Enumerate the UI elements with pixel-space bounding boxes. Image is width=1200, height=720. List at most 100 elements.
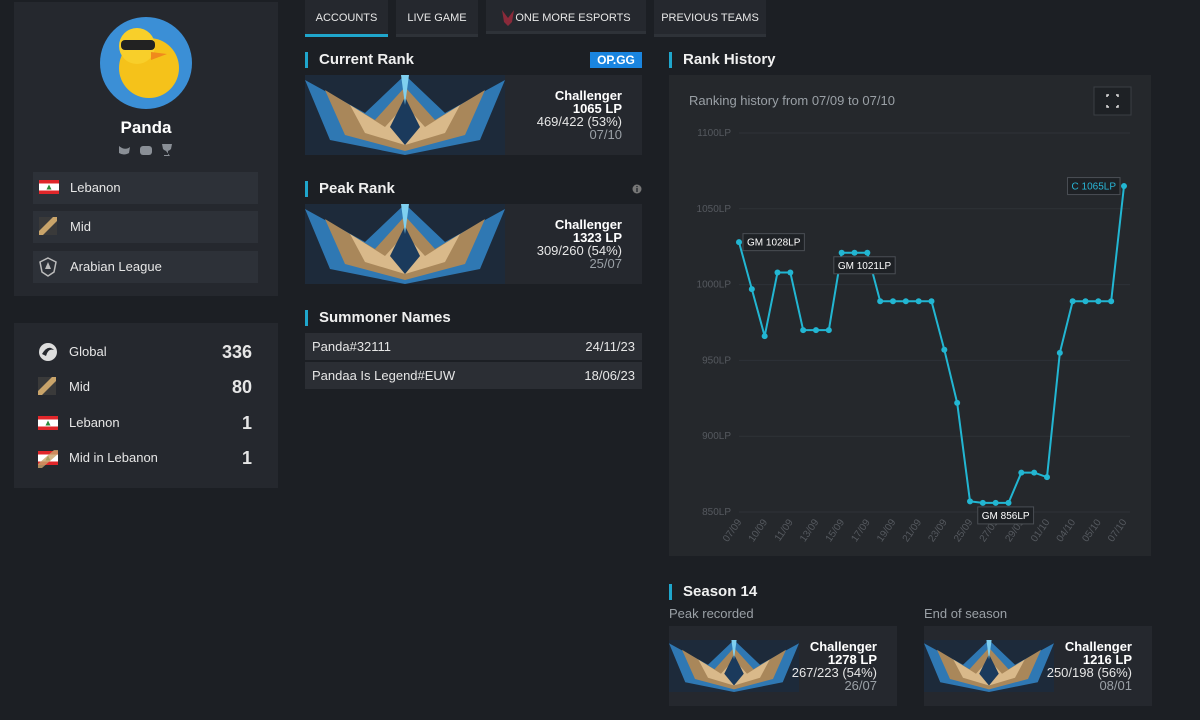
data-point (902, 298, 909, 305)
flag-icon (38, 450, 58, 468)
info-text: Lebanon (70, 180, 121, 195)
date: 08/01 (1099, 678, 1132, 693)
ranking-label: Mid in Lebanon (69, 450, 158, 465)
x-tick-label: 15/09 (824, 517, 848, 544)
player-name: Panda (120, 118, 172, 137)
date: 07/10 (589, 127, 622, 142)
tier: Challenger (554, 88, 622, 103)
ranking-label: Mid (69, 379, 90, 394)
data-point (761, 333, 768, 340)
x-tick-label: 25/09 (952, 517, 976, 544)
social-icons[interactable] (118, 143, 176, 157)
y-tick-label: 1100LP (697, 128, 731, 139)
name-date: 18/06/23 (584, 368, 635, 383)
data-point (1108, 298, 1115, 305)
data-point (813, 327, 819, 334)
ranking-value: 80 (231, 377, 252, 397)
date: 25/07 (589, 256, 622, 271)
y-tick-label: 1000LP (697, 280, 732, 291)
info-text: Arabian League (70, 259, 162, 274)
annotation-label: GM 1021LP (838, 261, 892, 272)
data-point (748, 286, 755, 293)
ranking-value: 1 (241, 448, 252, 468)
fullscreen-icon (1106, 94, 1119, 108)
x-tick-label: 11/09 (773, 517, 796, 544)
flag-icon (39, 180, 59, 194)
data-point (915, 298, 922, 305)
league-icon (39, 257, 57, 277)
rank-emblem (924, 640, 1054, 692)
chart: Ranking history from 07/09 to 07/10 850L… (669, 75, 1151, 556)
season-card: Challenger 1278 LP 267/223 (54%) 26/07 (669, 626, 897, 706)
date: 26/07 (844, 678, 877, 693)
fullscreen-button[interactable] (1093, 86, 1132, 116)
opgg-badge[interactable]: OP.GG (590, 52, 642, 68)
data-point (787, 269, 794, 276)
data-point (800, 327, 807, 334)
x-tick-label: 19/09 (875, 517, 899, 544)
lp: 1278 LP (827, 652, 877, 667)
rank-text: Challenger 1323 LP 309/260 (54%) 25/07 (537, 218, 622, 270)
data-point (1082, 298, 1089, 305)
info-row: Mid (33, 211, 258, 243)
data-point (1018, 469, 1025, 476)
team-logo (502, 10, 514, 26)
y-tick-label: 1050LP (697, 204, 732, 215)
ranking-label: Global (69, 344, 107, 359)
ranking-row: Lebanon 1 (38, 411, 252, 435)
record: 267/223 (54%) (791, 665, 877, 680)
tier: Challenger (554, 217, 622, 232)
y-tick-label: 950LP (702, 355, 731, 366)
role-icon (39, 217, 57, 235)
summoner-name: Panda#32111 (312, 339, 392, 354)
record: 250/198 (56%) (1046, 665, 1132, 680)
data-point (1069, 298, 1076, 305)
annotation-label: GM 1028LP (747, 238, 801, 249)
tab[interactable]: ONE MORE ESPORTS (486, 0, 646, 34)
x-tick-label: 13/09 (798, 517, 822, 544)
annotation-box (833, 256, 896, 275)
tier: Challenger (1064, 639, 1132, 654)
ranking-value: 1 (241, 413, 252, 433)
flag-icon (38, 416, 58, 430)
rank-emblem (669, 640, 799, 692)
rank-card: Challenger 1065 LP 469/422 (53%) 07/10 (305, 75, 642, 155)
name-row: Pandaa Is Legend#EUW 18/06/23 (305, 362, 642, 389)
tab[interactable]: LIVE GAME (396, 0, 478, 37)
annotation-label: GM 856LP (982, 511, 1030, 522)
data-point (825, 327, 832, 334)
data-point (1056, 349, 1063, 356)
rank-card: Challenger 1323 LP 309/260 (54%) 25/07 (305, 204, 642, 284)
data-point (877, 298, 884, 305)
x-tick-label: 07/09 (721, 517, 745, 544)
data-point (1005, 499, 1012, 506)
tab[interactable]: PREVIOUS TEAMS (654, 0, 766, 37)
rank-emblem (305, 75, 505, 155)
rank-text: Challenger 1278 LP 267/223 (54%) 26/07 (792, 640, 877, 692)
ranking-row: Global 336 (38, 340, 252, 364)
info-text: Mid (70, 219, 91, 234)
globe-icon (39, 343, 57, 361)
y-tick-label: 850LP (702, 507, 731, 518)
season-card: Challenger 1216 LP 250/198 (56%) 08/01 (924, 626, 1152, 706)
data-point (774, 269, 781, 276)
tab-label: ONE MORE ESPORTS (515, 12, 631, 24)
lp: 1216 LP (1082, 652, 1132, 667)
info-icon[interactable] (632, 184, 642, 194)
data-point (851, 249, 858, 256)
lp: 1323 LP (572, 230, 622, 245)
data-point (992, 499, 999, 506)
data-point (1095, 298, 1102, 305)
annotation-label: C 1065LP (1072, 182, 1117, 193)
data-point (941, 346, 948, 353)
avatar (100, 17, 192, 109)
annotation-box (1067, 177, 1121, 196)
data-point (1044, 474, 1050, 481)
x-tick-label: 10/09 (747, 517, 771, 544)
rank-emblem (305, 204, 505, 284)
tab[interactable]: ACCOUNTS (305, 0, 388, 37)
record: 309/260 (54%) (536, 243, 622, 258)
rank-text: Challenger 1216 LP 250/198 (56%) 08/01 (1047, 640, 1132, 692)
data-point (1121, 183, 1127, 190)
